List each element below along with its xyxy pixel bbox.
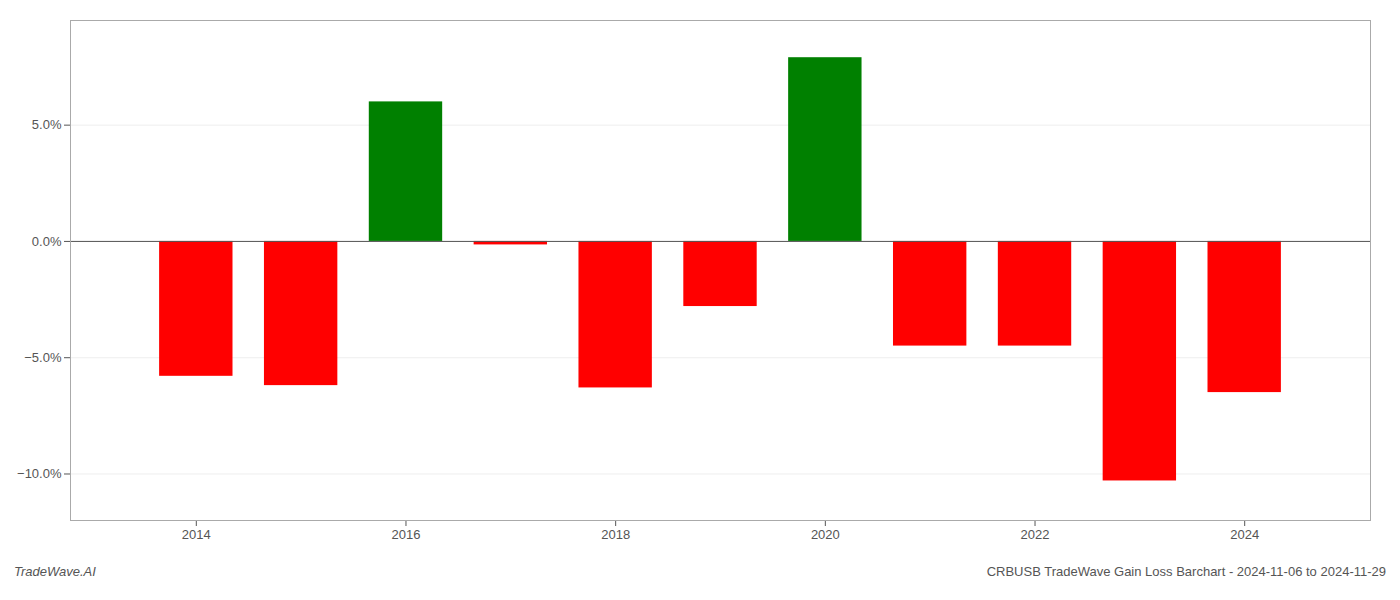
svg-text:2016: 2016 bbox=[392, 527, 421, 542]
html-text:TradeWave.AI: TradeWave.AI bbox=[14, 564, 96, 579]
svg-text:2018: 2018 bbox=[601, 527, 630, 542]
svg-text:2014: 2014 bbox=[182, 527, 211, 542]
html-text:CRBUSB TradeWave Gain Loss Bar: CRBUSB TradeWave Gain Loss Barchart - 20… bbox=[986, 564, 1386, 579]
svg-text:−10.0%: −10.0% bbox=[17, 466, 62, 481]
svg-text:2020: 2020 bbox=[811, 527, 840, 542]
svg-text:0.0%: 0.0% bbox=[32, 234, 62, 249]
svg-text:−5.0%: −5.0% bbox=[24, 350, 62, 365]
svg-text:2022: 2022 bbox=[1021, 527, 1050, 542]
svg-text:2024: 2024 bbox=[1230, 527, 1259, 542]
svg-text:5.0%: 5.0% bbox=[32, 117, 62, 132]
